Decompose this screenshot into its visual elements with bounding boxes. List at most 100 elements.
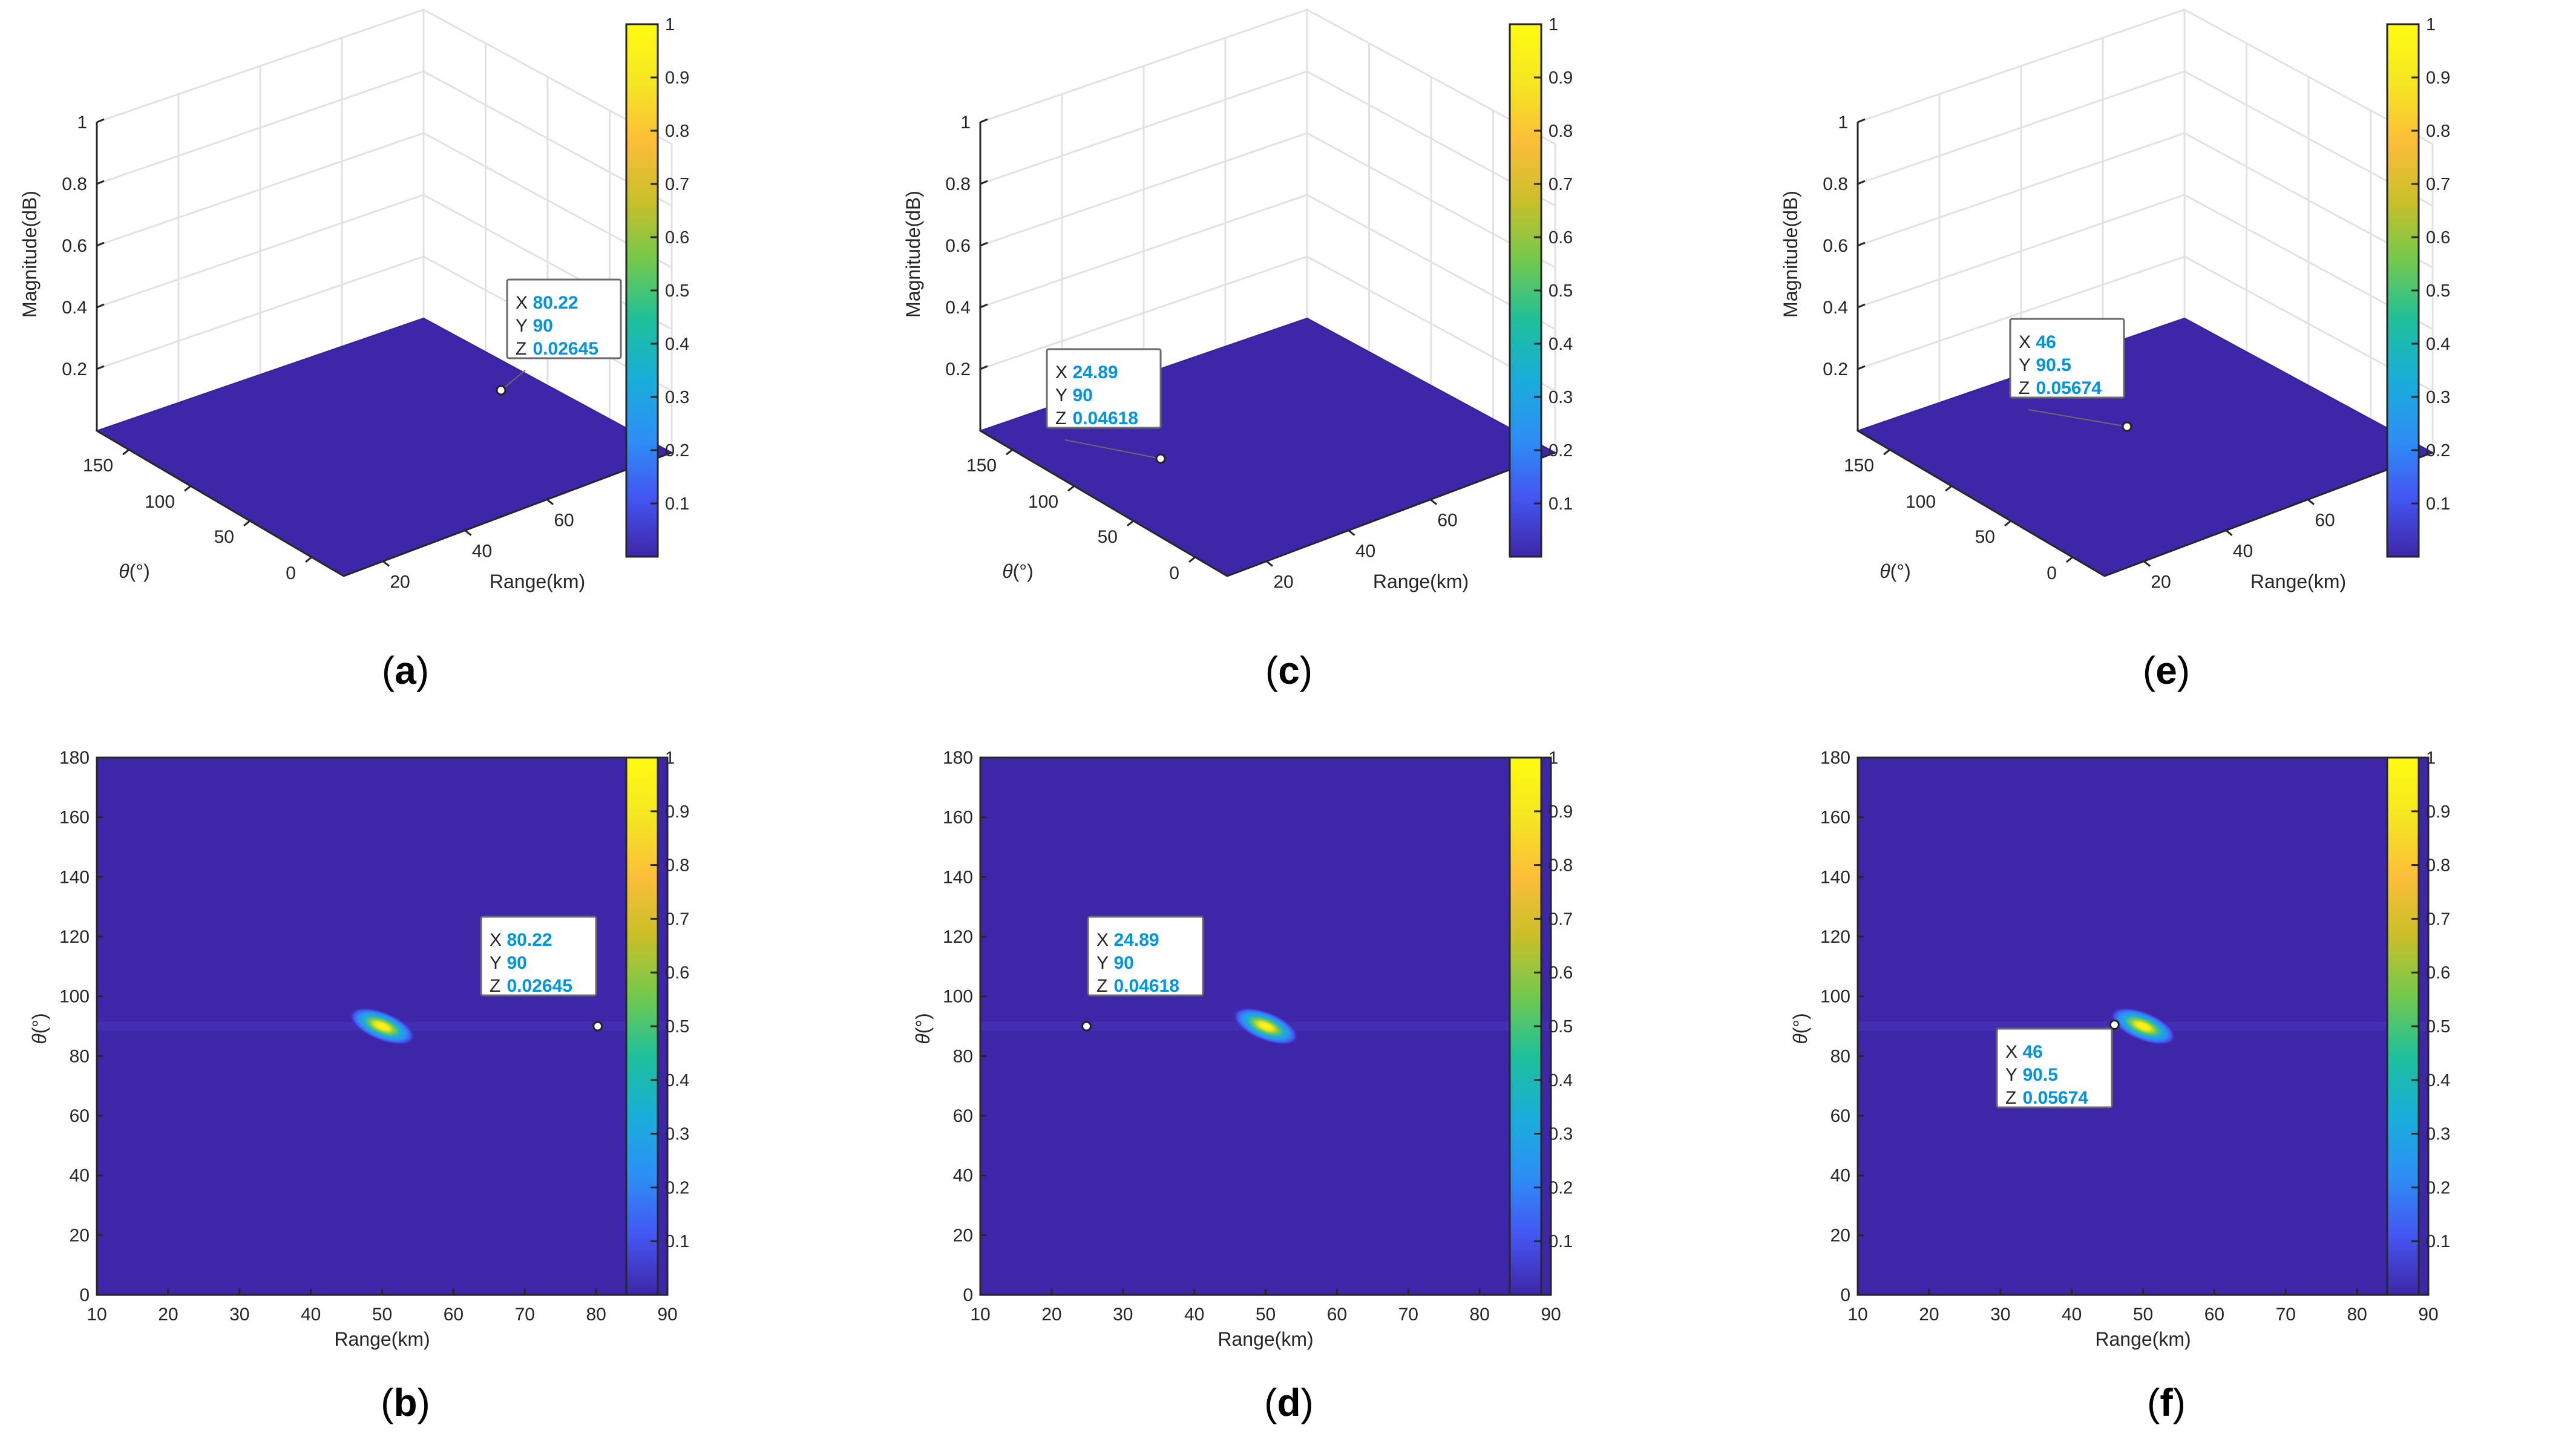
z-tick <box>1857 180 1866 185</box>
z-tick-label: 0.4 <box>945 298 971 318</box>
z-tick <box>1857 365 1866 370</box>
colorbar-tick-label: 0.2 <box>2426 441 2450 460</box>
x-tick-label: 40 <box>301 1305 321 1325</box>
data-tip: X 24.89 Y 90 Z 0.04618 <box>1046 348 1162 429</box>
data-tip-value: 24.89 <box>1073 362 1118 382</box>
data-tip-key: Y <box>1055 385 1067 405</box>
theta-tick-label: 100 <box>1028 492 1058 512</box>
data-tip-value: 90 <box>1073 385 1093 405</box>
y-tick-label: 60 <box>70 1106 90 1126</box>
y-tick-label: 180 <box>943 748 973 768</box>
colorbar-tick-label: 1 <box>665 749 675 768</box>
z-tick-label: 0.8 <box>1823 174 1848 194</box>
z-tick-label: 0.2 <box>62 359 87 379</box>
panel-caption: (e) <box>2143 649 2190 692</box>
theta-tick <box>1883 449 1890 456</box>
z-axis-label: Magnitude(dB) <box>902 191 924 318</box>
range-axis-line <box>343 451 672 577</box>
theta-tick <box>2066 556 2073 563</box>
range-tick <box>1348 529 1355 536</box>
colorbar-tick-label: 0.1 <box>1549 494 1573 514</box>
data-tip-key: Y <box>2019 355 2031 375</box>
y-tick-label: 40 <box>1830 1166 1850 1186</box>
theta-axis-label: θ(°) <box>1880 560 1910 582</box>
data-tip-box <box>506 278 622 359</box>
colorbar-tick-label: 0.1 <box>2426 1232 2450 1251</box>
colorbar-tick-label: 0.4 <box>665 335 689 354</box>
y-tick-label: 120 <box>943 927 973 947</box>
colorbar: 0.1 0.2 0.3 0.4 0.5 0.6 0.7 0.8 0.9 1 <box>1509 15 1573 558</box>
peak-blob <box>2109 1007 2177 1046</box>
panel-caption: (d) <box>1264 1381 1314 1424</box>
z-tick-label: 0.6 <box>62 236 87 256</box>
theta-tick <box>1067 485 1075 492</box>
colorbar-tick-label: 0.6 <box>665 228 689 247</box>
panel-caption: (b) <box>381 1381 430 1424</box>
colorbar-tick-label: 0.1 <box>2426 494 2450 514</box>
panel-caption: (f) <box>2147 1381 2186 1424</box>
range-tick-label: 40 <box>2233 542 2253 562</box>
colorbar-tick-label: 0.7 <box>1549 175 1573 194</box>
x-tick-label: 80 <box>1469 1305 1489 1325</box>
surface-panel-e: 0.2 0.4 0.6 0.8 1 Magnitude(dB) 150 100 50 0 θ(°) 2… <box>1780 8 2434 592</box>
z-axis-label: Magnitude(dB) <box>19 191 41 318</box>
colorbar-tick-label: 0.7 <box>665 175 689 194</box>
x-tick-label: 50 <box>372 1305 392 1325</box>
colorbar-tick-label: 0.8 <box>1549 122 1573 141</box>
data-tip-key: Z <box>1055 408 1066 428</box>
data-tip-key: Z <box>2019 378 2030 398</box>
colorbar-tick-label: 0.1 <box>665 1232 689 1251</box>
data-tip-box <box>1087 916 1204 997</box>
range-axis-line <box>1227 451 1556 577</box>
z-tick <box>980 241 988 247</box>
theta-tick <box>2004 520 2011 526</box>
x-tick-label: 90 <box>2418 1305 2438 1325</box>
range-tick-label: 60 <box>554 511 574 531</box>
data-tip-value: 0.04618 <box>1114 976 1179 996</box>
colorbar-tick-label: 0.9 <box>665 68 689 88</box>
data-tip: X 46 Y 90.5 Z 0.05674 <box>1996 1027 2113 1109</box>
z-tick <box>96 241 105 247</box>
theta-tick <box>1188 556 1196 563</box>
y-tick-label: 20 <box>953 1225 973 1245</box>
surface-panel-c: 0.2 0.4 0.6 0.8 1 Magnitude(dB) 150 100 50 0 θ(°) 2… <box>902 8 1557 592</box>
theta-tick <box>1127 520 1134 526</box>
colorbar-tick-label: 0.3 <box>1549 1125 1573 1144</box>
colorbar-tick-label: 0.7 <box>1549 909 1573 929</box>
x-tick-label: 40 <box>2062 1305 2082 1325</box>
data-tip-value: 90.5 <box>2036 355 2071 375</box>
colorbar-tick-label: 1 <box>2426 15 2436 34</box>
theta-tick <box>243 520 251 526</box>
z-axis-label: Magnitude(dB) <box>1780 191 1801 318</box>
x-tick-label: 30 <box>1113 1305 1133 1325</box>
range-tick <box>464 529 472 536</box>
y-tick-label: 0 <box>963 1285 973 1305</box>
colorbar-tick-label: 1 <box>2426 749 2436 768</box>
data-tip-value: 0.04618 <box>1073 408 1138 428</box>
data-tip-key: Y <box>2005 1065 2017 1085</box>
y-tick-label: 100 <box>943 987 973 1007</box>
theta-tick <box>122 449 129 456</box>
data-tip-key: X <box>1096 930 1109 950</box>
data-tip-key: Y <box>1096 953 1109 973</box>
z-tick-label: 0.4 <box>62 298 87 318</box>
theta-tick-label: 50 <box>214 527 234 547</box>
colorbar-tick-label: 0.1 <box>1549 1232 1573 1251</box>
x-tick-label: 50 <box>2133 1305 2153 1325</box>
range-axis-line <box>2104 451 2433 577</box>
x-tick-label: 20 <box>1919 1305 1939 1325</box>
data-tip-value: 90 <box>1114 953 1134 973</box>
x-tick-label: 30 <box>229 1305 249 1325</box>
theta-tick-label: 100 <box>145 492 175 512</box>
colorbar-tick-label: 0.3 <box>2426 388 2450 407</box>
y-tick-label: 60 <box>1830 1106 1850 1126</box>
colorbar-tick-label: 0.1 <box>665 494 689 514</box>
data-tip-key: X <box>1055 362 1067 382</box>
data-tip-marker <box>1155 453 1166 464</box>
z-tick <box>1857 241 1866 247</box>
y-tick-label: 160 <box>943 808 973 828</box>
x-axis-label: Range(km) <box>334 1328 430 1350</box>
theta-tick-label: 150 <box>83 456 113 476</box>
range-tick <box>2143 560 2151 567</box>
colorbar-tick-label: 0.6 <box>1549 228 1573 247</box>
